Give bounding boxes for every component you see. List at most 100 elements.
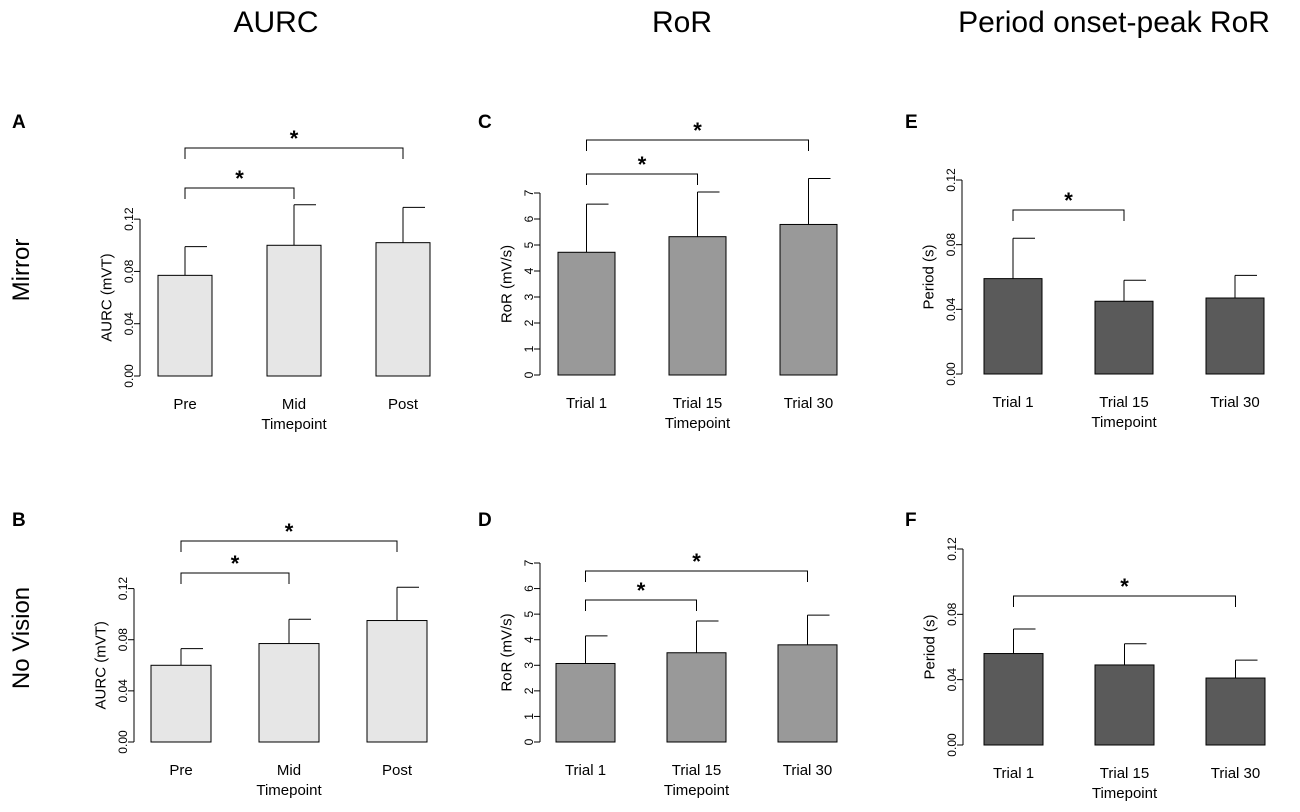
y-tick-label-c: 3 (522, 293, 536, 300)
y-tick-label-b: 0.12 (116, 577, 130, 601)
bar-e-3 (1205, 297, 1265, 375)
x-tick-label-c-2: Trial 15 (673, 395, 722, 412)
x-tick-label-f-1: Trial 1 (993, 765, 1034, 782)
panel-label-e: E (905, 112, 918, 133)
bar-d-2 (666, 652, 727, 743)
x-tick-label-b-1: Pre (169, 762, 192, 779)
column-title-aurc: AURC (233, 6, 319, 39)
bar-b-2 (258, 643, 320, 743)
x-axis-title-f: Timepoint (1092, 785, 1158, 802)
significance-star-f-1: * (1120, 574, 1129, 599)
y-tick-label-a: 0.04 (122, 312, 136, 336)
x-tick-label-f-2: Trial 15 (1100, 765, 1149, 782)
panel-label-c: C (478, 112, 492, 133)
significance-star-a-1: * (235, 166, 244, 191)
bar-a-1 (157, 274, 213, 377)
panel-label-a: A (12, 112, 26, 133)
bar-a-2 (266, 244, 322, 377)
y-tick-label-a: 0.00 (122, 364, 136, 388)
significance-bracket-b-1 (180, 572, 290, 584)
significance-bracket-c-1 (586, 173, 698, 185)
x-tick-label-c-1: Trial 1 (566, 395, 607, 412)
x-tick-label-d-2: Trial 15 (672, 762, 721, 779)
column-title-ror: RoR (651, 6, 713, 39)
y-axis-title-f: Period (s) (922, 614, 939, 679)
significance-bracket-a-1 (184, 187, 295, 199)
y-tick-label-d: 5 (522, 610, 536, 617)
x-axis-title-c: Timepoint (665, 415, 731, 432)
y-tick-label-c: 1 (522, 345, 536, 352)
y-tick-label-e: 0.12 (944, 168, 958, 192)
x-tick-label-a-1: Pre (173, 396, 196, 413)
x-axis-title-e: Timepoint (1091, 414, 1157, 431)
significance-star-c-2: * (693, 118, 702, 143)
y-tick-label-a: 0.08 (122, 259, 136, 283)
y-tick-label-d: 0 (522, 738, 536, 745)
y-tick-label-d: 1 (522, 713, 536, 720)
y-tick-label-e: 0.08 (944, 233, 958, 257)
y-tick-label-f: 0.04 (945, 668, 959, 692)
y-tick-label-f: 0.00 (945, 733, 959, 757)
significance-bracket-c-2 (586, 139, 809, 151)
significance-bracket-b-2 (180, 540, 398, 552)
significance-star-e-1: * (1064, 188, 1073, 213)
y-tick-label-b: 0.08 (116, 628, 130, 652)
bar-e-2 (1094, 300, 1154, 375)
y-tick-label-d: 3 (522, 662, 536, 669)
significance-bracket-d-2 (585, 570, 808, 582)
bar-f-1 (983, 653, 1044, 746)
bar-d-3 (777, 644, 838, 743)
y-tick-label-a: 0.12 (122, 207, 136, 231)
significance-bracket-d-1 (585, 599, 697, 611)
y-tick-label-c: 7 (522, 189, 536, 196)
bar-f-2 (1094, 664, 1155, 746)
bar-e-1 (983, 278, 1043, 375)
significance-star-c-1: * (638, 152, 647, 177)
significance-star-d-1: * (637, 578, 646, 603)
column-title-period: Period onset-peak RoR (958, 6, 1270, 39)
y-tick-label-c: 2 (522, 319, 536, 326)
significance-star-b-1: * (231, 551, 240, 576)
x-tick-label-e-1: Trial 1 (992, 394, 1033, 411)
x-tick-label-b-3: Post (382, 762, 413, 779)
x-axis-title-d: Timepoint (664, 782, 730, 799)
x-tick-label-d-3: Trial 30 (783, 762, 832, 779)
significance-star-d-2: * (692, 549, 701, 574)
y-tick-label-f: 0.08 (945, 602, 959, 626)
y-tick-label-c: 4 (522, 267, 536, 274)
significance-star-a-2: * (290, 126, 299, 151)
y-tick-label-c: 0 (522, 371, 536, 378)
x-tick-label-f-3: Trial 30 (1211, 765, 1260, 782)
y-tick-label-e: 0.04 (944, 297, 958, 321)
x-axis-title-a: Timepoint (261, 416, 327, 433)
bar-c-1 (557, 251, 616, 376)
significance-bracket-e-1 (1012, 209, 1125, 221)
panel-label-d: D (478, 510, 492, 531)
significance-star-b-2: * (285, 519, 294, 544)
bar-b-3 (366, 620, 428, 743)
y-tick-label-c: 5 (522, 241, 536, 248)
x-tick-label-c-3: Trial 30 (784, 395, 833, 412)
y-tick-label-d: 2 (522, 687, 536, 694)
x-tick-label-e-3: Trial 30 (1210, 394, 1259, 411)
y-tick-label-b: 0.04 (116, 679, 130, 703)
bar-b-1 (150, 664, 212, 743)
bar-a-3 (375, 242, 431, 377)
y-tick-label-d: 4 (522, 636, 536, 643)
y-tick-label-c: 6 (522, 215, 536, 222)
x-tick-label-d-1: Trial 1 (565, 762, 606, 779)
y-tick-label-f: 0.12 (945, 537, 959, 561)
panel-label-b: B (12, 510, 26, 531)
bar-c-2 (668, 236, 727, 376)
y-tick-label-d: 7 (522, 559, 536, 566)
y-tick-label-e: 0.00 (944, 362, 958, 386)
x-tick-label-a-2: Mid (282, 396, 306, 413)
x-tick-label-a-3: Post (388, 396, 419, 413)
x-axis-title-b: Timepoint (256, 782, 322, 799)
y-axis-title-d: RoR (mV/s) (499, 613, 516, 691)
significance-bracket-a-2 (184, 147, 404, 159)
y-axis-title-b: AURC (mVT) (93, 621, 110, 709)
y-axis-title-e: Period (s) (921, 244, 938, 309)
x-tick-label-e-2: Trial 15 (1099, 394, 1148, 411)
